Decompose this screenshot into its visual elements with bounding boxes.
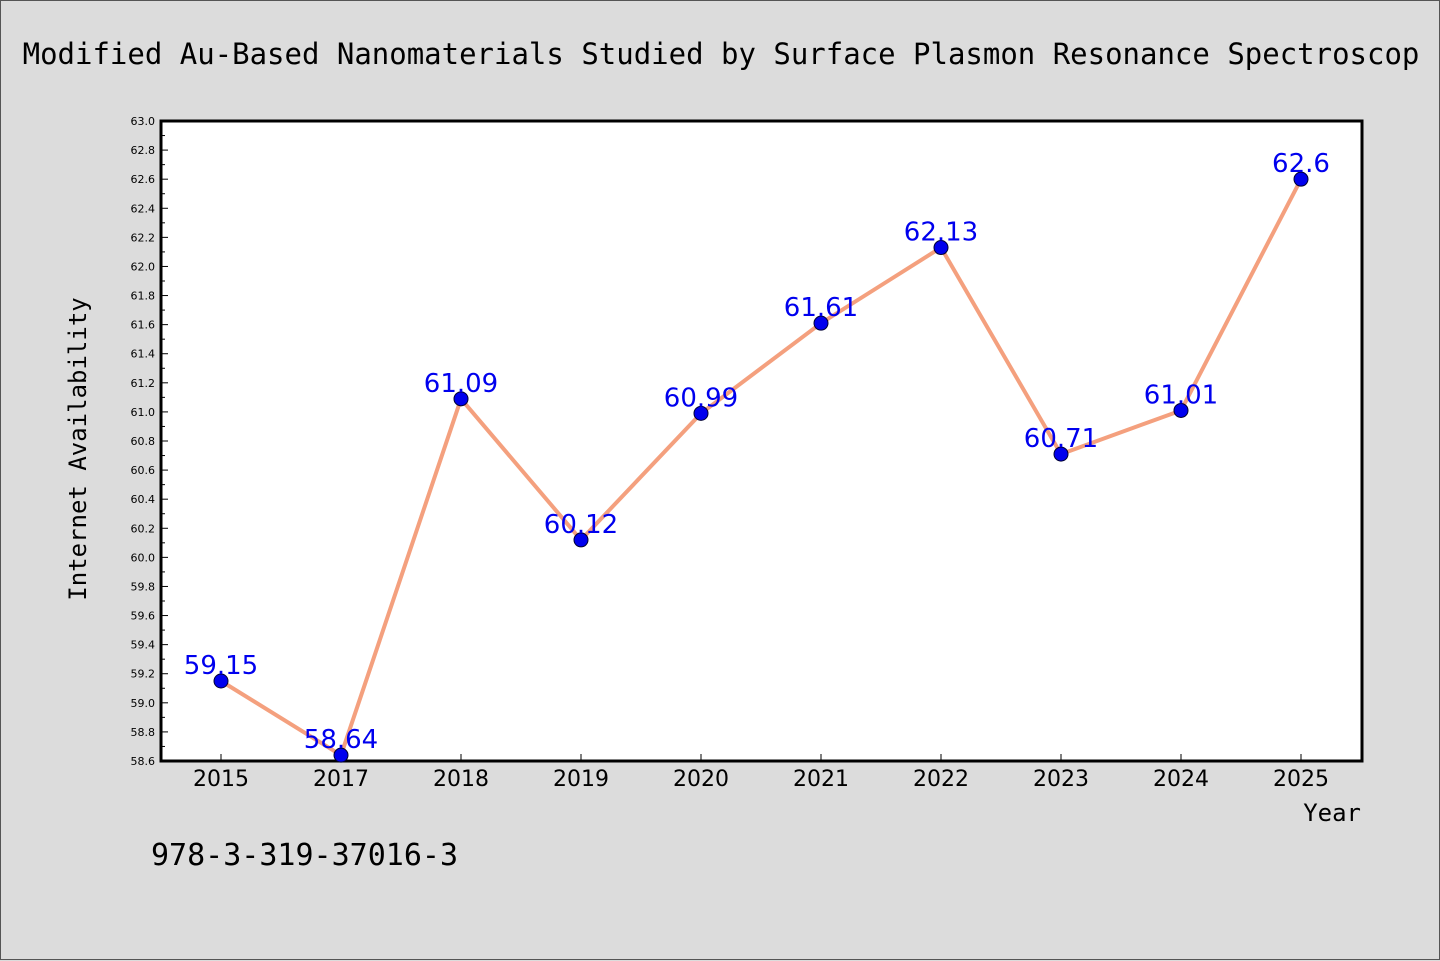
x-tick-label: 2022 xyxy=(913,767,969,792)
plot-area xyxy=(159,119,1364,763)
data-label: 60.12 xyxy=(544,510,618,540)
y-tick-label: 61.2 xyxy=(131,377,156,390)
x-tick-label: 2017 xyxy=(313,767,369,792)
data-label: 62.13 xyxy=(904,218,978,248)
y-tick-label: 62.6 xyxy=(131,173,156,186)
x-axis-ticks: 2015 2017 2018 2019 2020 2021 2022 2023 2024 2025 xyxy=(193,754,1329,792)
y-tick-label: 59.6 xyxy=(131,610,156,623)
x-tick-label: 2025 xyxy=(1273,767,1329,792)
y-tick-label: 59.8 xyxy=(131,580,156,593)
y-tick-label: 59.2 xyxy=(131,668,156,681)
y-tick-label: 62.2 xyxy=(131,231,156,244)
series-points-group xyxy=(213,171,1309,763)
y-tick-label: 59.0 xyxy=(131,697,156,710)
x-tick-label: 2023 xyxy=(1033,767,1089,792)
x-tick-label: 2021 xyxy=(793,767,849,792)
series-line xyxy=(219,177,1303,758)
y-tick-label: 60.4 xyxy=(131,493,156,506)
data-point xyxy=(693,405,709,421)
y-axis-label: Internet Availability xyxy=(64,297,92,600)
data-point xyxy=(813,315,829,331)
y-tick-label: 58.6 xyxy=(131,755,156,768)
data-label: 62.6 xyxy=(1272,149,1330,179)
x-tick-label: 2020 xyxy=(673,767,729,792)
x-tick-label: 2019 xyxy=(553,767,609,792)
data-label: 59.15 xyxy=(184,651,258,681)
x-tick-label: 2024 xyxy=(1153,767,1209,792)
y-tick-label: 62.0 xyxy=(131,260,156,273)
data-point xyxy=(453,391,469,407)
chart-title: Modified Au-Based Nanomaterials Studied … xyxy=(23,37,1420,71)
data-point xyxy=(333,747,349,763)
y-tick-label: 61.6 xyxy=(131,319,156,332)
y-tick-label: 62.8 xyxy=(131,144,156,157)
data-label: 61.61 xyxy=(784,293,858,323)
y-tick-label: 61.4 xyxy=(131,348,156,361)
x-tick-label: 2015 xyxy=(193,767,249,792)
isbn-annotation: 978-3-319-37016-3 xyxy=(151,838,458,873)
data-point xyxy=(573,532,589,548)
y-tick-label: 61.0 xyxy=(131,406,156,419)
y-tick-label: 59.4 xyxy=(131,639,156,652)
data-label: 61.09 xyxy=(424,369,498,399)
y-tick-label: 61.8 xyxy=(131,290,156,303)
data-labels-group: 59.15 58.64 61.09 60.12 60.99 61.61 62.13 60.71… xyxy=(184,149,1330,755)
y-tick-label: 63.0 xyxy=(131,115,156,128)
y-axis-ticks: 58.6 58.8 59.0 59.2 59.4 59.6 59.8 60.0 60.2 60.4… xyxy=(131,115,168,768)
data-label: 60.71 xyxy=(1024,424,1098,454)
data-label: 58.64 xyxy=(304,725,378,755)
x-tick-label: 2018 xyxy=(433,767,489,792)
data-point xyxy=(1293,171,1309,187)
data-point xyxy=(933,240,949,256)
data-point xyxy=(213,673,229,689)
y-tick-label: 58.8 xyxy=(131,726,156,739)
y-tick-label: 62.4 xyxy=(131,202,156,215)
y-tick-label: 60.8 xyxy=(131,435,156,448)
data-point xyxy=(1173,402,1189,418)
data-point xyxy=(1053,446,1069,462)
series-line-group xyxy=(219,177,1303,758)
x-axis-label: Year xyxy=(1303,799,1361,827)
y-tick-label: 60.6 xyxy=(131,464,156,477)
y-tick-label: 60.2 xyxy=(131,522,156,535)
y-tick-label: 60.0 xyxy=(131,551,156,564)
data-label: 60.99 xyxy=(664,383,738,413)
data-label: 61.01 xyxy=(1144,380,1218,410)
